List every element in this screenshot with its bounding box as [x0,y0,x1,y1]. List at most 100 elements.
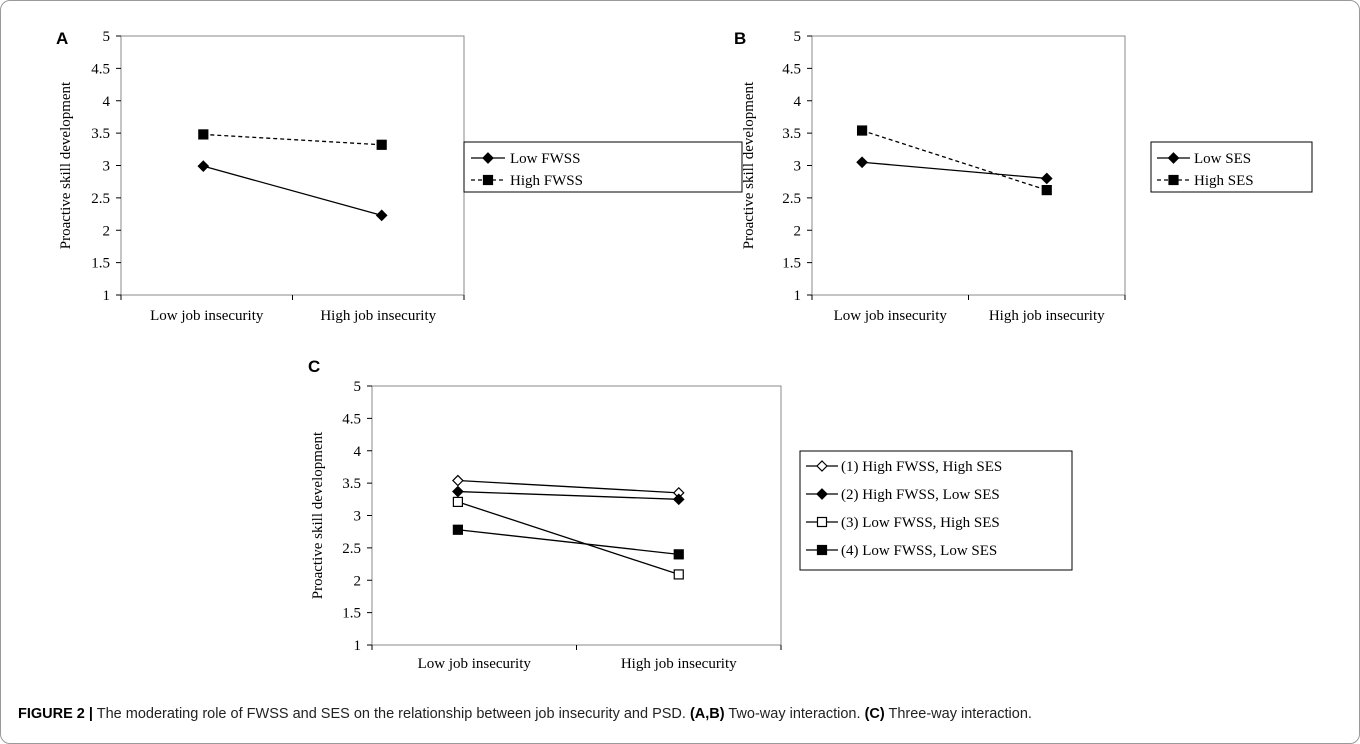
data-point [198,129,209,140]
legend-label: (2) High FWSS, Low SES [841,487,1000,503]
legend: Low SES High SES [1150,141,1313,193]
y-tick-label: 3.5 [91,126,110,142]
figure-caption: FIGURE 2 | The moderating role of FWSS a… [18,706,1348,722]
caption-text-2: Two-way interaction. [724,706,865,722]
series-2 [198,129,387,150]
y-tick-label: 3 [103,159,111,175]
y-axis-label: Proactive skill development [310,431,326,599]
data-point [673,569,684,580]
y-tick-label: 2.5 [342,541,361,557]
legend-marker [816,488,828,500]
series-4 [452,524,684,560]
caption-label: FIGURE 2 | [18,706,93,722]
data-point [1040,172,1053,185]
data-point [376,139,387,150]
y-tick-label: 2.5 [91,191,110,207]
data-point [197,160,210,172]
y-tick-label: 2.5 [782,191,801,207]
y-tick-label: 4.5 [342,411,361,427]
series-line [862,161,1047,180]
legend: Low FWSS High FWSS [463,141,743,193]
legend-marker [1167,152,1180,164]
data-point [452,485,464,498]
data-point [856,156,868,169]
caption-text-3: Three-way interaction. [884,706,1032,722]
plot-area [120,35,465,296]
series-line [203,133,382,146]
x-category-label: Low job insecurity [834,308,948,324]
data-point [452,496,463,508]
legend-marker [1168,174,1179,186]
legend-label: Low FWSS [510,151,580,167]
series-line [457,479,679,494]
legend-label: (1) High FWSS, High SES [841,459,1002,475]
data-point [1041,185,1052,196]
y-tick-label: 2 [103,223,111,239]
y-tick-label: 4.5 [91,61,110,77]
caption-bold-ab: (A,B) [689,706,725,722]
y-tick-label: 1 [354,638,362,654]
y-tick-label: 4 [103,94,111,110]
y-tick-label: 2 [354,573,362,589]
panel-letter: C [308,357,320,376]
y-axis-label: Proactive skill development [58,81,74,249]
legend-marker [482,174,494,186]
data-point [452,524,463,535]
data-point [856,125,868,136]
legend-label: (3) Low FWSS, High SES [841,515,1000,531]
data-point [452,474,464,487]
legend-marker [816,516,828,528]
y-tick-label: 3 [354,509,362,525]
legend-marker [482,152,494,164]
legend-label: Low SES [1194,151,1251,167]
panel-letter: A [56,29,68,48]
data-point [375,209,388,222]
series-1 [856,156,1053,185]
series-line [457,490,679,500]
legend-box [799,450,1073,571]
y-tick-label: 3.5 [342,476,361,492]
series-2 [452,485,685,506]
series-line [203,165,382,216]
panel-b: B 1 1.5 2 2.5 3 3.5 4 4.5 5 Low job insecurity High… [734,29,1313,324]
panel-letter: B [734,29,746,48]
plot-area [371,385,782,646]
y-tick-label: 1.5 [91,256,110,272]
legend-marker [816,460,828,472]
y-tick-label: 3 [794,159,802,175]
y-tick-label: 1.5 [782,256,801,272]
data-point [672,493,685,506]
x-category-label: High job insecurity [989,308,1105,324]
series-line [457,529,679,555]
y-tick-label: 5 [103,29,111,45]
caption-bold-c: (C) [864,706,885,722]
y-tick-label: 4.5 [782,61,801,77]
legend-label: High SES [1194,173,1254,189]
legend-marker [816,544,828,556]
y-tick-label: 1 [103,288,111,304]
y-tick-label: 1.5 [342,606,361,622]
data-point [673,549,684,560]
y-tick-label: 5 [794,29,802,45]
series-3 [452,496,684,580]
legend-label: (4) Low FWSS, Low SES [841,543,997,559]
y-tick-label: 5 [354,379,362,395]
series-1 [452,474,685,499]
x-category-label: High job insecurity [320,308,436,324]
legend-label: High FWSS [510,173,583,189]
x-category-label: High job insecurity [621,656,737,672]
x-category-label: Low job insecurity [418,656,532,672]
caption-text-1: The moderating role of FWSS and SES on t… [92,706,690,722]
series-line [457,501,679,576]
y-axis-label: Proactive skill development [741,81,757,249]
legend-box [463,141,743,193]
panel-a: A 1 1.5 2 2.5 3 3.5 4 4.5 5 Low job insecurity High… [56,29,743,324]
y-tick-label: 1 [794,288,802,304]
y-tick-label: 2 [794,223,802,239]
y-tick-label: 4 [354,444,362,460]
series-2 [856,125,1052,196]
legend: (1) High FWSS, High SES (2) High FWSS, Lo… [799,450,1073,571]
y-tick-label: 4 [794,94,802,110]
panel-c: C 1 1.5 2 2.5 3 3.5 4 4.5 5 Low job insecurity High… [308,357,1073,672]
